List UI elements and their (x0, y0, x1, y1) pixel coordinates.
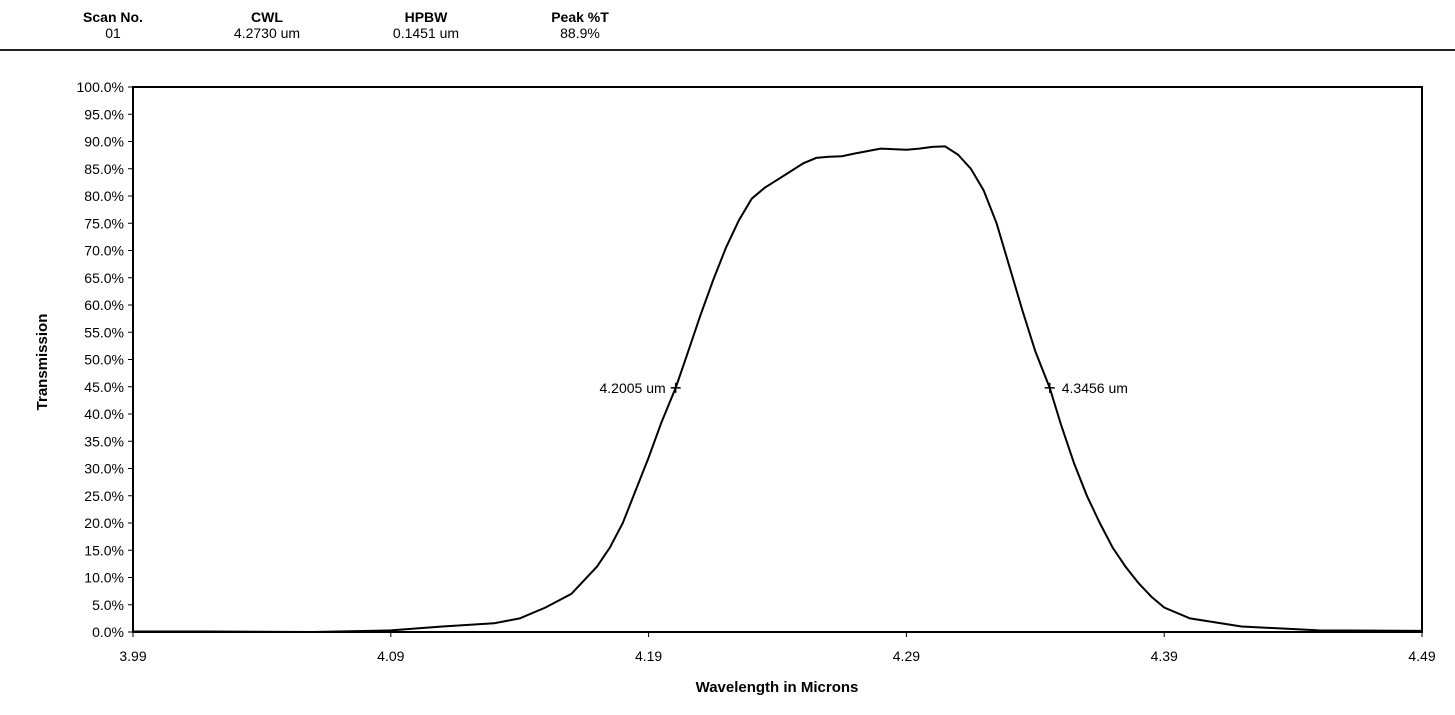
transmission-series-line (133, 145, 1423, 634)
y-tick-label: 0.0% (92, 624, 124, 640)
cwl-label: CWL (251, 9, 283, 25)
annotations: 4.2005 um 4.3456 um (599, 380, 1127, 396)
scan-no-label: Scan No. (83, 9, 143, 25)
y-tick-label: 10.0% (84, 570, 124, 586)
y-tick-label: 25.0% (84, 488, 124, 504)
header-peak: Peak %T 88.9% (525, 9, 635, 41)
y-tick-label: 60.0% (84, 297, 124, 313)
y-tick-label: 15.0% (84, 542, 124, 558)
y-tick-label: 40.0% (84, 406, 124, 422)
y-tick-label: 50.0% (84, 352, 124, 368)
hpbw-value: 0.1451 um (392, 25, 460, 41)
header-scan-no: Scan No. 01 (58, 9, 168, 41)
y-tick-label: 100.0% (77, 79, 124, 95)
half-power-label: 4.2005 um (599, 380, 665, 396)
y-tick-label: 45.0% (84, 379, 124, 395)
header-hpbw: HPBW 0.1451 um (371, 9, 481, 41)
y-tick-label: 55.0% (84, 324, 124, 340)
y-tick-label: 30.0% (84, 461, 124, 477)
y-tick-label: 85.0% (84, 161, 124, 177)
y-tick-label: 70.0% (84, 243, 124, 259)
half-power-label: 4.3456 um (1062, 380, 1128, 396)
y-tick-label: 35.0% (84, 433, 124, 449)
x-tick-label: 4.19 (635, 648, 662, 664)
x-axis: 3.99 4.09 4.19 4.29 4.39 4.49 (119, 632, 1436, 664)
y-tick-label: 20.0% (84, 515, 124, 531)
header-divider (0, 49, 1455, 51)
x-tick-label: 4.29 (893, 648, 920, 664)
x-tick-label: 3.99 (119, 648, 146, 664)
x-tick-label: 4.09 (377, 648, 404, 664)
y-tick-label: 80.0% (84, 188, 124, 204)
x-axis-title: Wavelength in Microns (696, 679, 859, 696)
cwl-value: 4.2730 um (233, 25, 301, 41)
peak-value: 88.9% (560, 25, 600, 41)
header-cwl: CWL 4.2730 um (212, 9, 322, 41)
hpbw-label: HPBW (404, 9, 448, 25)
plot-area-frame (132, 86, 1423, 633)
y-tick-label: 95.0% (84, 106, 124, 122)
x-tick-label: 4.49 (1408, 648, 1435, 664)
y-tick-label: 90.0% (84, 134, 124, 150)
y-tick-label: 65.0% (84, 270, 124, 286)
y-axis-title: Transmission (34, 314, 51, 411)
y-tick-label: 75.0% (84, 215, 124, 231)
peak-label: Peak %T (551, 9, 609, 25)
y-axis: 0.0% 5.0% 10.0% 15.0% 20.0% 25.0% 30.0% 35.0% 40… (77, 79, 133, 640)
x-tick-label: 4.39 (1151, 648, 1178, 664)
scan-no-value: 01 (105, 25, 121, 41)
y-tick-label: 5.0% (92, 597, 124, 613)
